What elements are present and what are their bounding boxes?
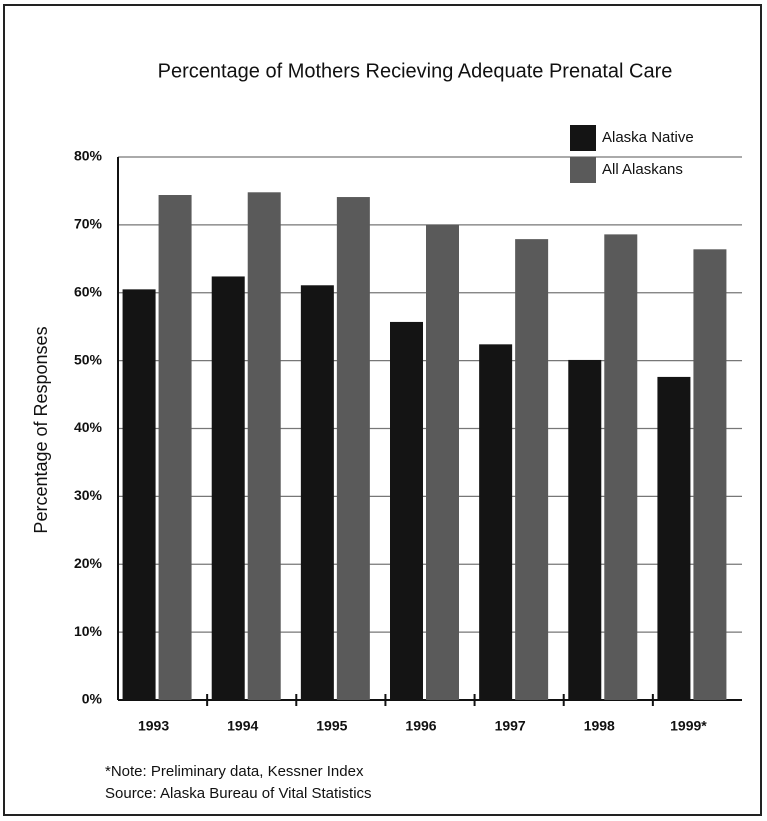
y-tick-label: 80% xyxy=(74,148,103,164)
y-tick-label: 30% xyxy=(74,487,103,503)
bar xyxy=(247,192,281,701)
frame xyxy=(3,4,762,816)
y-tick-label: 60% xyxy=(74,283,103,299)
legend-swatch xyxy=(570,125,596,151)
bar xyxy=(604,234,638,700)
y-tick-label: 40% xyxy=(74,419,103,435)
bar xyxy=(426,224,459,700)
bar xyxy=(515,239,549,700)
bar xyxy=(122,289,156,700)
y-tick-label: 0% xyxy=(82,691,103,707)
chart-title: Percentage of Mothers Recieving Adequate… xyxy=(158,60,673,82)
legend-label: All Alaskans xyxy=(602,161,683,178)
x-tick-label: 1993 xyxy=(138,718,169,734)
legend-label: Alaska Native xyxy=(602,129,694,146)
x-tick-label: 1995 xyxy=(316,718,347,734)
bar xyxy=(479,344,513,700)
bar xyxy=(211,276,245,700)
bar xyxy=(568,359,602,700)
bar xyxy=(336,197,370,700)
y-tick-label: 10% xyxy=(74,623,103,639)
bar xyxy=(390,321,423,700)
x-tick-label: 1999* xyxy=(670,718,707,734)
y-tick-label: 20% xyxy=(74,555,103,571)
bar xyxy=(693,249,727,700)
y-axis-label: Percentage of Responses xyxy=(31,326,51,533)
y-tick-label: 70% xyxy=(74,216,103,232)
y-tick-label: 50% xyxy=(74,351,103,367)
x-tick-label: 1997 xyxy=(495,718,526,734)
x-tick-label: 1994 xyxy=(227,718,258,734)
note: Source: Alaska Bureau of Vital Statistic… xyxy=(105,785,372,802)
x-tick-label: 1996 xyxy=(405,718,436,734)
x-tick-label: 1998 xyxy=(584,718,615,734)
bar xyxy=(300,285,334,700)
note: *Note: Preliminary data, Kessner Index xyxy=(105,763,364,780)
bar xyxy=(158,195,192,700)
bar xyxy=(657,376,691,700)
legend-swatch xyxy=(570,157,596,183)
